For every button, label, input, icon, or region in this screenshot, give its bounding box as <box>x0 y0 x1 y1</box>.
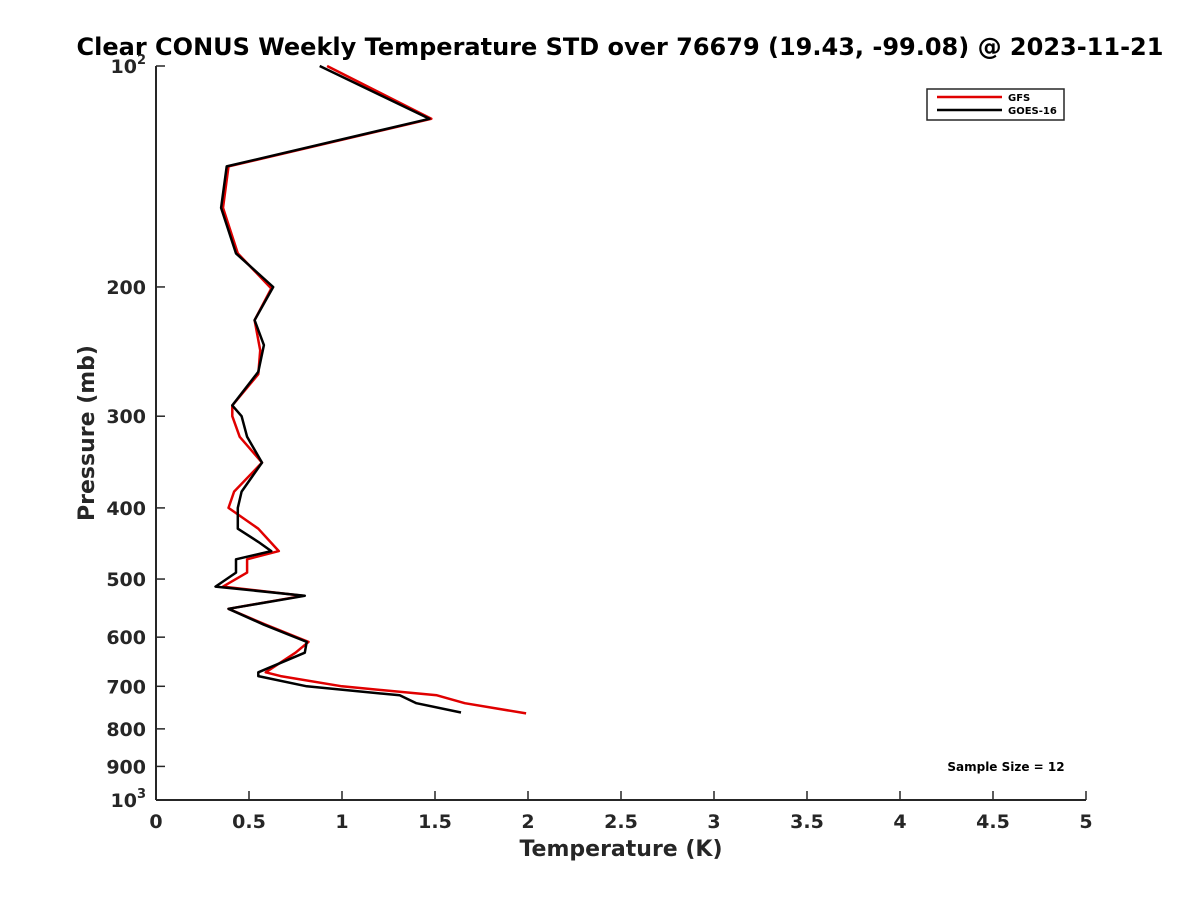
x-tick-label: 4.5 <box>976 811 1010 833</box>
x-tick-label: 4 <box>893 811 906 833</box>
chart-title: Clear CONUS Weekly Temperature STD over … <box>77 33 1164 61</box>
y-ticks: 102 200 300 400 500 600 700 800 900 103 <box>106 53 165 812</box>
y-tick-label: 300 <box>106 406 146 428</box>
legend-label-goes-16: GOES-16 <box>1008 106 1057 117</box>
series-lines <box>214 64 527 715</box>
series-line-goes-16 <box>214 64 462 714</box>
x-tick-label: 0.5 <box>232 811 266 833</box>
series-line-gfs <box>221 64 527 715</box>
y-tick-label: 800 <box>106 719 146 741</box>
y-tick-label: 700 <box>106 676 146 698</box>
x-tick-label: 0 <box>149 811 162 833</box>
y-axis-label: Pressure (mb) <box>75 345 100 521</box>
x-tick-label: 2.5 <box>604 811 638 833</box>
sample-size-annotation: Sample Size = 12 <box>947 760 1064 774</box>
x-tick-label: 5 <box>1079 811 1092 833</box>
plot-area: 0 0.5 1 1.5 2 2.5 3 3.5 4 4.5 5 102 200 300 400 500 600… <box>106 53 1092 833</box>
legend-box <box>926 88 1065 121</box>
y-tick-label: 900 <box>106 756 146 778</box>
x-tick-label: 1 <box>335 811 348 833</box>
legend: GFS GOES-16 <box>926 88 1065 121</box>
x-tick-label: 3 <box>707 811 720 833</box>
y-tick-label: 600 <box>106 627 146 649</box>
legend-label-gfs: GFS <box>1008 93 1030 104</box>
y-tick-label: 400 <box>106 498 146 520</box>
x-tick-label: 3.5 <box>790 811 824 833</box>
y-tick-label: 102 <box>111 53 147 78</box>
x-ticks: 0 0.5 1 1.5 2 2.5 3 3.5 4 4.5 5 <box>149 791 1093 833</box>
y-tick-label: 200 <box>106 277 146 299</box>
y-tick-label: 500 <box>106 569 146 591</box>
x-tick-label: 2 <box>521 811 534 833</box>
x-axis-label: Temperature (K) <box>519 837 722 862</box>
y-tick-label: 103 <box>111 787 147 812</box>
x-tick-label: 1.5 <box>418 811 452 833</box>
